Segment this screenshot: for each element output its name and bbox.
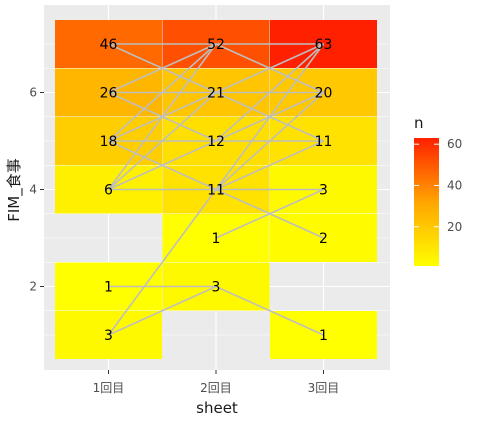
y-tick-label: 4 <box>29 183 37 197</box>
cell-value-label: 18 <box>100 134 118 150</box>
legend-tick-label: 40 <box>447 178 462 192</box>
transition-lines <box>107 43 325 336</box>
cell-value-label: 21 <box>207 86 225 102</box>
x-tick-label: 3回目 <box>308 381 340 395</box>
cell-value-label: 6 <box>104 183 113 199</box>
cell-value-label: 11 <box>207 183 225 199</box>
y-tick-label: 2 <box>29 280 37 294</box>
color-legend: n 20 40 60 <box>414 114 462 266</box>
x-tick-label: 2回目 <box>200 381 232 395</box>
cell-value-label: 1 <box>212 231 221 247</box>
transition-line <box>107 189 217 336</box>
transition-line <box>215 285 324 336</box>
transition-line <box>215 140 324 191</box>
transition-line <box>215 43 324 94</box>
y-tick-label: 6 <box>29 86 37 100</box>
x-axis-title: sheet <box>196 399 238 417</box>
cell-value-label: 3 <box>212 280 221 296</box>
legend-ticks: 20 40 60 <box>414 137 462 234</box>
cell-value-label: 63 <box>315 37 333 53</box>
cell-value-label: 26 <box>100 86 118 102</box>
cell-value-label: 3 <box>319 183 328 199</box>
transition-line <box>108 140 217 191</box>
transition-line <box>215 188 324 239</box>
legend-colorbar <box>414 138 439 266</box>
y-axis-ticks: 2 4 6 <box>29 86 44 294</box>
cell-value-label: 52 <box>207 37 225 53</box>
x-tick-label: 1回目 <box>93 381 125 395</box>
cell-value-label: 46 <box>100 37 118 53</box>
transition-line <box>108 43 217 94</box>
legend-title: n <box>414 114 424 132</box>
legend-tick-label: 60 <box>447 137 462 151</box>
transition-line <box>215 91 324 142</box>
y-axis-title: FIM_食事 <box>5 158 24 222</box>
transition-line <box>108 285 217 336</box>
cell-value-label: 2 <box>319 231 328 247</box>
x-axis-ticks: 1回目 2回目 3回目 <box>93 370 340 395</box>
cell-value-label: 11 <box>315 134 333 150</box>
cell-value-label: 20 <box>315 86 333 102</box>
cell-value-label: 1 <box>319 328 328 344</box>
cell-value-label: 12 <box>207 134 225 150</box>
cell-value-label: 3 <box>104 328 113 344</box>
cell-value-label: 1 <box>104 280 113 296</box>
legend-tick-label: 20 <box>447 220 462 234</box>
transition-line <box>108 91 217 142</box>
